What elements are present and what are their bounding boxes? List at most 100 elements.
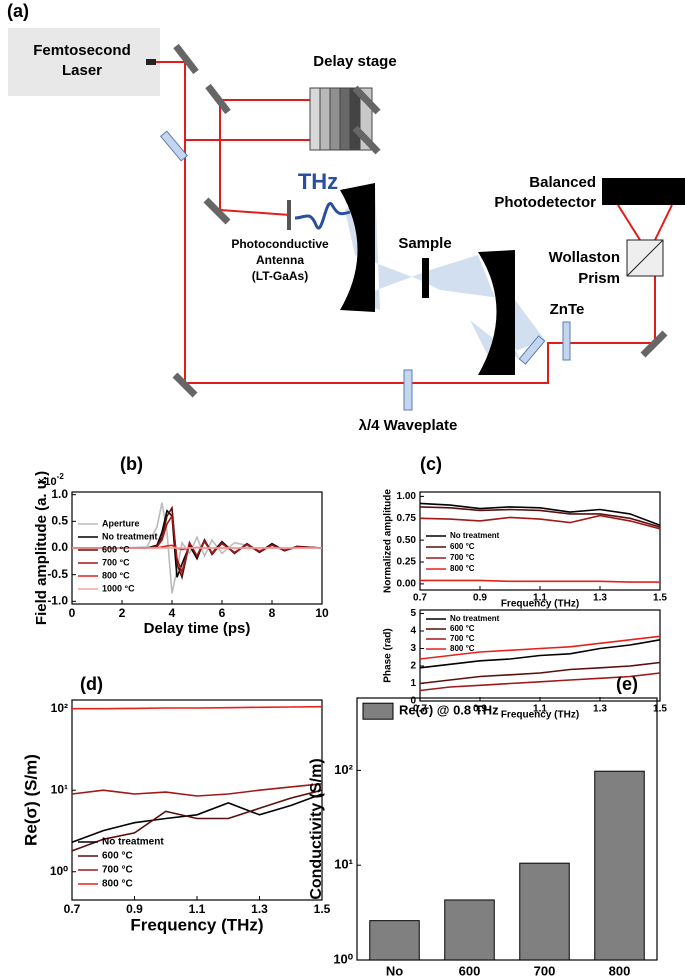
x-tick-label: 0.9 bbox=[473, 704, 487, 715]
plot-frame bbox=[419, 491, 661, 591]
y-tick-label: 4 bbox=[410, 626, 416, 637]
legend-label: 800 °C bbox=[102, 570, 130, 580]
x-tick-label: 0.7 bbox=[413, 593, 427, 604]
x-tick-label: 1.5 bbox=[314, 902, 331, 916]
y-tick-label: -0.5 bbox=[47, 567, 68, 581]
label: Balanced bbox=[529, 174, 596, 191]
bar bbox=[444, 899, 495, 961]
x-tick-label: 1.5 bbox=[653, 704, 667, 715]
x-axis-title: Delay time (ps) bbox=[144, 620, 251, 637]
label: Photoconductive bbox=[231, 237, 329, 251]
series-line bbox=[419, 502, 661, 527]
legend-label: No treatment bbox=[102, 531, 158, 541]
x-axis-title: Pyrolysis temperature (°C) bbox=[406, 978, 607, 979]
laser-head bbox=[146, 59, 156, 65]
y-tick-label: 1.0 bbox=[51, 487, 68, 501]
y-tick-label: 10¹ bbox=[51, 782, 68, 796]
x-tick-label: 700 bbox=[534, 963, 556, 978]
thz-beam bbox=[345, 185, 545, 360]
label: λ/4 Waveplate bbox=[359, 417, 458, 434]
series-line bbox=[419, 506, 661, 528]
x-tick-label: 1.5 bbox=[653, 593, 667, 604]
x-tick-label: 0.9 bbox=[473, 593, 487, 604]
bar bbox=[594, 770, 645, 961]
y-tick-label: 5 bbox=[410, 608, 416, 619]
series-line bbox=[72, 705, 323, 710]
photodetector bbox=[602, 178, 685, 205]
legend-label: No treatment bbox=[450, 614, 500, 623]
legend-swatch bbox=[362, 702, 394, 720]
bar bbox=[519, 862, 570, 961]
series-line bbox=[419, 661, 661, 685]
y-multiplier: ×10-2 bbox=[38, 472, 64, 488]
bar bbox=[369, 920, 420, 961]
legend-label: 800 °C bbox=[450, 644, 475, 653]
label: Femtosecond bbox=[33, 42, 131, 59]
x-tick-label: 0.7 bbox=[64, 902, 81, 916]
legend-label: 600 °C bbox=[450, 624, 475, 633]
legend-label: 700 °C bbox=[102, 557, 130, 567]
x-tick-label: 600 bbox=[459, 963, 481, 978]
sample bbox=[422, 258, 429, 298]
series-line bbox=[71, 793, 323, 844]
x-tick-label: No bbox=[386, 963, 403, 978]
x-tick-label: 1.3 bbox=[593, 704, 607, 715]
series-line bbox=[420, 579, 660, 583]
panel-label: (e) bbox=[616, 674, 638, 694]
x-tick-label: 0 bbox=[69, 606, 76, 620]
x-tick-label: 1.1 bbox=[189, 902, 206, 916]
schematic: (a) Femtosecond Laser Delay stage THz Ph… bbox=[7, 1, 685, 434]
znte-crystal bbox=[562, 321, 571, 361]
y-tick-label: -1.0 bbox=[47, 594, 68, 608]
label: Sample bbox=[398, 235, 451, 252]
y-tick-label: 10² bbox=[51, 701, 68, 715]
panel-label: (d) bbox=[80, 674, 103, 694]
panel-label: (c) bbox=[420, 454, 442, 474]
label: Laser bbox=[62, 62, 102, 79]
waveplate bbox=[403, 369, 413, 411]
y-tick-label: 0.75 bbox=[397, 513, 417, 524]
x-tick-label: 1.3 bbox=[593, 593, 607, 604]
series-line bbox=[419, 514, 661, 530]
series-line bbox=[419, 639, 661, 669]
label: Antenna bbox=[256, 253, 304, 267]
x-tick-label: 0.7 bbox=[413, 704, 427, 715]
legend-label: 800 °C bbox=[102, 879, 133, 890]
x-tick-label: 4 bbox=[169, 606, 176, 620]
plot-frame bbox=[356, 697, 658, 961]
legend-label: Re(σ) @ 0.8 THz bbox=[399, 703, 499, 718]
laser-beams bbox=[156, 61, 673, 384]
laser-box bbox=[8, 28, 160, 96]
y-axis-title: Phase (rad) bbox=[383, 628, 394, 682]
x-tick-label: 10 bbox=[315, 606, 329, 620]
legend-label: 700 °C bbox=[450, 553, 475, 562]
x-axis-title: Frequency (THz) bbox=[501, 599, 579, 610]
x-axis-title: Frequency (THz) bbox=[130, 916, 263, 935]
label: (LT-GaAs) bbox=[252, 269, 308, 283]
x-tick-label: 8 bbox=[269, 606, 276, 620]
label: Delay stage bbox=[313, 53, 396, 70]
x-tick-label: 2 bbox=[119, 606, 126, 620]
y-tick-label: 0.50 bbox=[397, 535, 417, 546]
label: Prism bbox=[578, 270, 620, 287]
legend-label: No treatment bbox=[102, 837, 164, 848]
antenna bbox=[287, 200, 291, 230]
beam-splitter bbox=[159, 130, 189, 162]
legend-label: 600 °C bbox=[102, 851, 133, 862]
x-tick-label: 800 bbox=[609, 963, 631, 978]
x-tick-label: 1.1 bbox=[533, 704, 547, 715]
legend-label: 1000 °C bbox=[102, 583, 135, 593]
legend-label: 600 °C bbox=[450, 542, 475, 551]
thz-pulse bbox=[294, 202, 351, 230]
legend-label: No treatment bbox=[450, 531, 500, 540]
parabolic-mirror bbox=[478, 250, 515, 375]
y-tick-label: 10⁰ bbox=[50, 864, 68, 878]
panel-label: (b) bbox=[120, 454, 143, 474]
y-tick-label: 0 bbox=[410, 696, 416, 707]
y-axis-title: Field amplitude (a. u.) bbox=[33, 471, 50, 625]
series-line bbox=[419, 672, 661, 692]
series-line bbox=[71, 783, 323, 797]
y-axis-title: Conductivity (S/m) bbox=[308, 758, 325, 899]
x-tick-label: 6 bbox=[219, 606, 226, 620]
parabolic-mirror bbox=[340, 183, 375, 312]
